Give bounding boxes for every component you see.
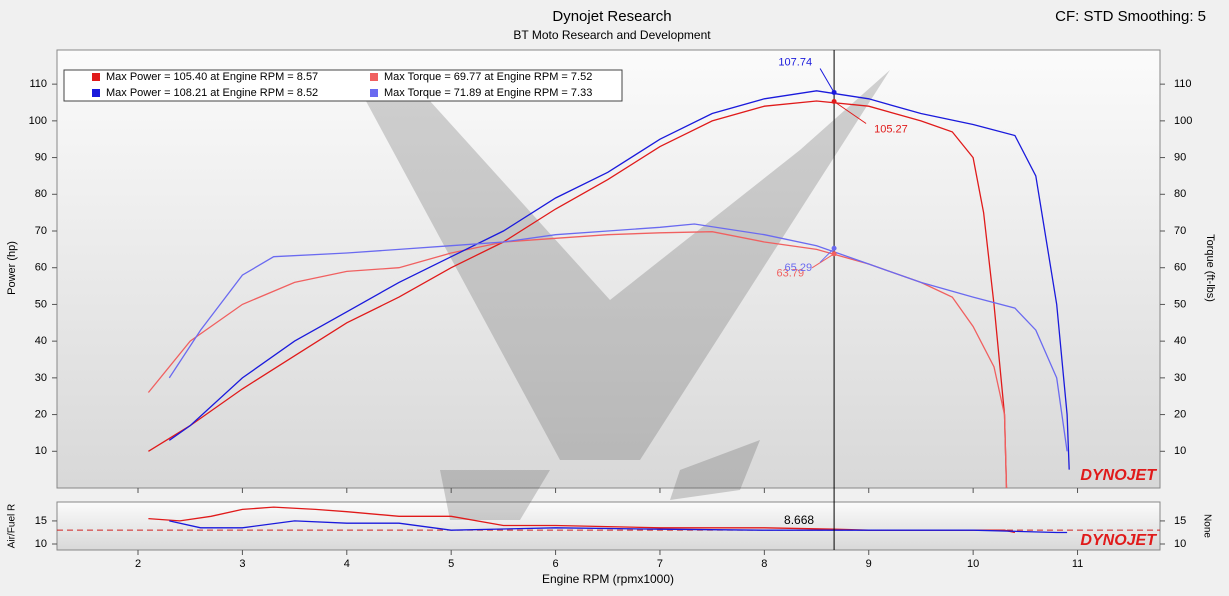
cursor-x-label: 8.668 (784, 513, 814, 527)
y2-tick-label: 20 (1174, 408, 1186, 420)
y-tick-label: 110 (29, 78, 47, 90)
afr-plot-area (56, 501, 1161, 551)
legend-label: Max Torque = 69.77 at Engine RPM = 7.52 (384, 71, 592, 83)
settings-note: CF: STD Smoothing: 5 (1055, 8, 1206, 25)
cursor-point (831, 89, 837, 95)
y2-tick-label: 10 (1174, 538, 1186, 550)
logo: DYNOJET (1080, 467, 1157, 484)
legend-swatch (370, 89, 378, 97)
y-tick-label: 30 (35, 372, 47, 384)
y2-tick-label: 110 (1174, 78, 1192, 90)
cursor-value-label: 63.79 (777, 268, 805, 280)
y2-tick-label: 100 (1174, 115, 1192, 127)
x-tick-label: 11 (1072, 558, 1083, 570)
y2-tick-label: 90 (1174, 151, 1186, 163)
logo: DYNOJET (1080, 532, 1157, 549)
y2-tick-label: 30 (1174, 372, 1186, 384)
y-tick-label: 40 (35, 335, 47, 347)
y-axis-label: Power (hp) (6, 241, 18, 295)
x-tick-label: 9 (866, 558, 872, 570)
y-tick-label: 10 (35, 445, 47, 457)
y-tick-label: 20 (35, 408, 47, 420)
series-line (168, 90, 1070, 470)
cursor-arrow (819, 247, 835, 263)
y-tick-label: 10 (35, 538, 47, 550)
legend-swatch (370, 73, 378, 81)
series-line (169, 520, 1068, 534)
x-tick-label: 3 (239, 558, 245, 570)
series-line (147, 231, 1008, 489)
x-tick-label: 4 (344, 558, 350, 570)
y2-tick-label: 60 (1174, 262, 1186, 274)
y-tick-label: 70 (35, 225, 47, 237)
y2-tick-label: 40 (1174, 335, 1186, 347)
y-tick-label: 50 (35, 298, 47, 310)
x-tick-label: 8 (761, 558, 767, 570)
cursor-arrow (833, 101, 867, 124)
legend-label: Max Power = 105.40 at Engine RPM = 8.57 (106, 71, 318, 83)
series-line (168, 223, 1068, 452)
cursor-value-label: 105.27 (874, 123, 908, 135)
y2-axis-label: Torque (ft-lbs) (1204, 234, 1216, 302)
watermark (360, 70, 890, 520)
y2-tick-label: 10 (1174, 445, 1186, 457)
series-line (148, 100, 1008, 489)
legend-label: Max Torque = 71.89 at Engine RPM = 7.33 (384, 87, 592, 99)
cursor-point (831, 99, 837, 105)
cursor-value-label: 65.29 (785, 262, 813, 274)
chart-subtitle: BT Moto Research and Development (513, 28, 711, 42)
y2-tick-label: 80 (1174, 188, 1186, 200)
plot-area (56, 49, 1161, 489)
x-tick-label: 7 (657, 558, 663, 570)
cursor-point (831, 245, 837, 251)
afr-y2-axis-label: None (1201, 514, 1212, 538)
legend-swatch (92, 89, 100, 97)
y-tick-label: 100 (29, 115, 47, 127)
y-tick-label: 60 (35, 262, 47, 274)
y2-tick-label: 15 (1174, 515, 1186, 527)
legend-label: Max Power = 108.21 at Engine RPM = 8.52 (106, 87, 318, 99)
y2-tick-label: 50 (1174, 298, 1186, 310)
cursor-arrow (819, 68, 835, 93)
y-tick-label: 80 (35, 188, 47, 200)
legend-swatch (92, 73, 100, 81)
cursor-point (831, 251, 837, 257)
cursor-arrow (811, 253, 835, 269)
x-tick-label: 6 (553, 558, 559, 570)
y2-tick-label: 70 (1174, 225, 1186, 237)
cursor-value-label: 107.74 (778, 56, 812, 68)
x-tick-label: 10 (967, 558, 979, 570)
chart-title: Dynojet Research (552, 8, 671, 25)
y-tick-label: 90 (35, 151, 47, 163)
legend (63, 69, 623, 102)
x-tick-label: 5 (448, 558, 454, 570)
x-tick-label: 2 (135, 558, 141, 570)
y-tick-label: 15 (35, 515, 47, 527)
afr-y-axis-label: Air/Fuel R (7, 504, 18, 548)
x-axis-label: Engine RPM (rpmx1000) (542, 572, 674, 586)
